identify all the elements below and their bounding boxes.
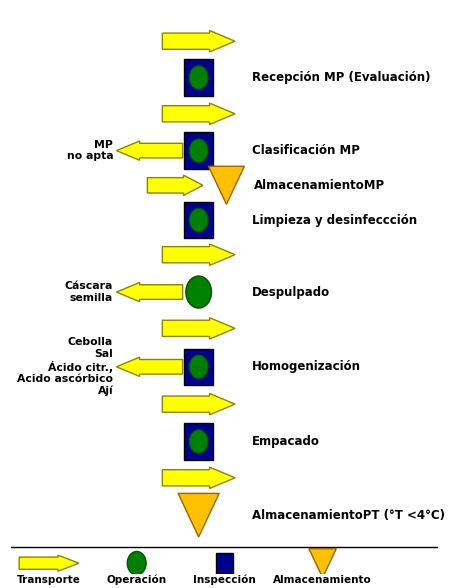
- Polygon shape: [162, 318, 235, 339]
- FancyBboxPatch shape: [216, 553, 233, 574]
- Circle shape: [189, 66, 208, 89]
- Circle shape: [189, 208, 208, 232]
- Text: Cebolla
Sal
Ácido citr.,
Acido ascórbico
Ají: Cebolla Sal Ácido citr., Acido ascórbico…: [17, 337, 113, 396]
- Circle shape: [128, 552, 146, 575]
- Polygon shape: [147, 175, 203, 195]
- Text: Cáscara
semilla: Cáscara semilla: [65, 281, 113, 303]
- Text: Empacado: Empacado: [252, 435, 320, 448]
- Polygon shape: [209, 166, 245, 205]
- FancyBboxPatch shape: [184, 132, 213, 169]
- Polygon shape: [117, 282, 182, 302]
- Text: Almacenamiento: Almacenamiento: [273, 575, 372, 585]
- Polygon shape: [178, 493, 219, 537]
- Text: Clasificación MP: Clasificación MP: [252, 144, 360, 157]
- FancyBboxPatch shape: [184, 423, 213, 460]
- Circle shape: [186, 276, 211, 308]
- Text: Limpieza y desinfeccción: Limpieza y desinfeccción: [252, 213, 417, 226]
- Circle shape: [189, 355, 208, 379]
- FancyBboxPatch shape: [184, 349, 213, 385]
- Polygon shape: [309, 549, 336, 578]
- Text: Transporte: Transporte: [17, 575, 81, 585]
- Polygon shape: [162, 244, 235, 265]
- Text: Operación: Operación: [107, 575, 167, 586]
- Polygon shape: [162, 467, 235, 489]
- Polygon shape: [117, 357, 182, 376]
- Polygon shape: [162, 31, 235, 52]
- Circle shape: [189, 430, 208, 453]
- Text: AlmacenamientoPT (°T <4°C): AlmacenamientoPT (°T <4°C): [252, 509, 445, 522]
- Text: MP
no apta: MP no apta: [66, 140, 113, 162]
- Text: Recepción MP (Evaluación): Recepción MP (Evaluación): [252, 71, 430, 84]
- Circle shape: [189, 139, 208, 162]
- Polygon shape: [162, 393, 235, 415]
- Text: Despulpado: Despulpado: [252, 286, 330, 299]
- Polygon shape: [162, 103, 235, 125]
- FancyBboxPatch shape: [184, 202, 213, 238]
- Text: Inspección: Inspección: [193, 575, 255, 586]
- Polygon shape: [19, 555, 79, 571]
- Polygon shape: [117, 141, 182, 161]
- Text: AlmacenamientoMP: AlmacenamientoMP: [254, 179, 385, 192]
- FancyBboxPatch shape: [184, 59, 213, 96]
- Text: Homogenización: Homogenización: [252, 360, 361, 373]
